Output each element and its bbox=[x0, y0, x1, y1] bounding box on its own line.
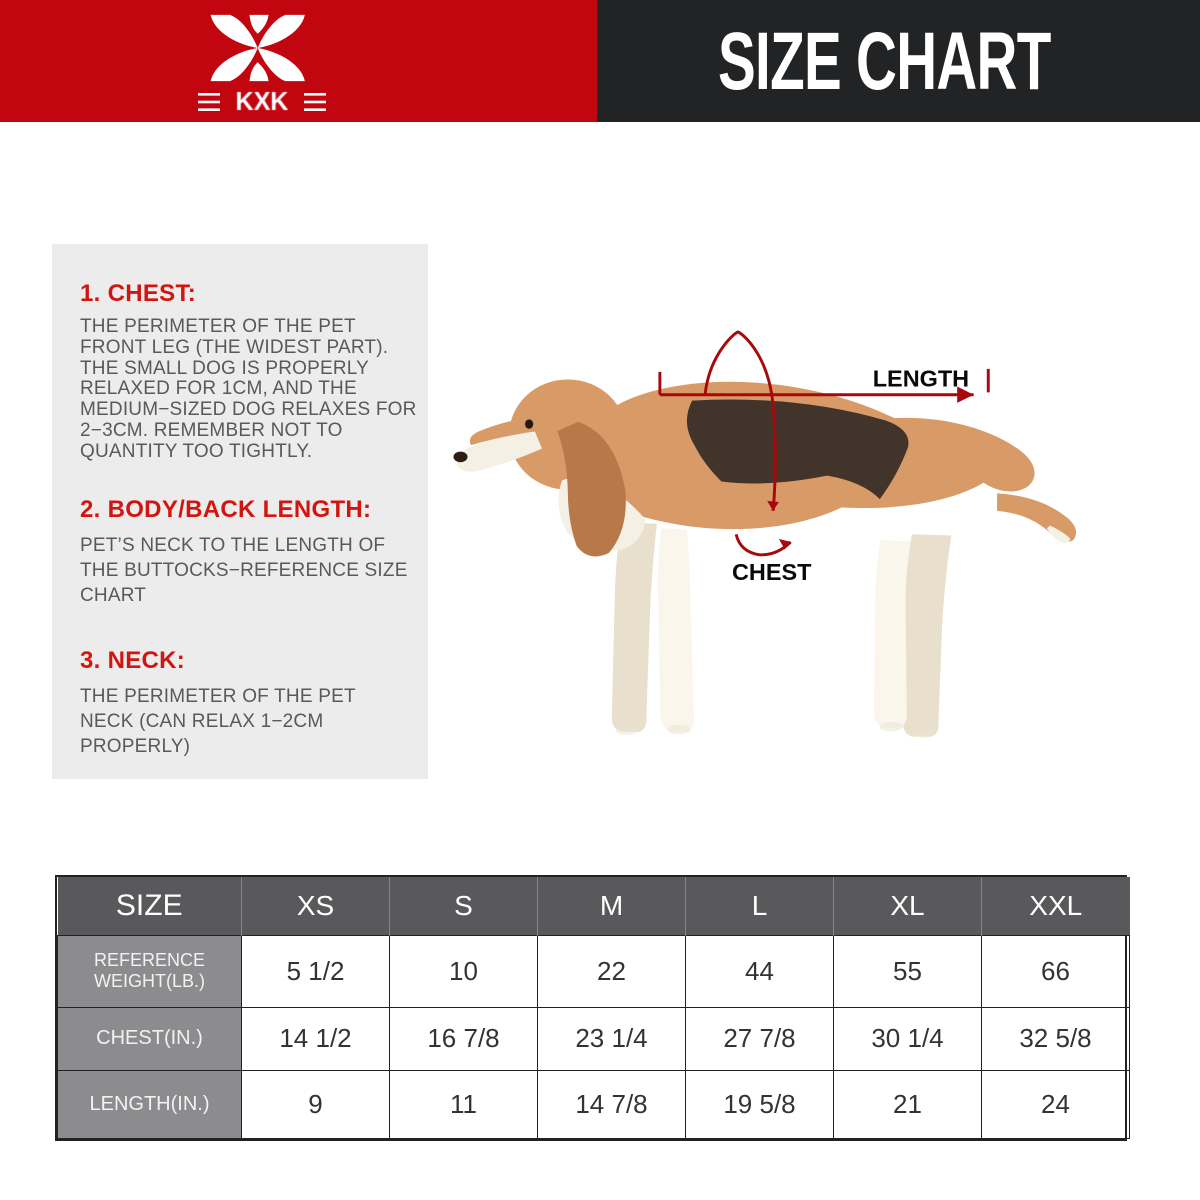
svg-text:CHEST: CHEST bbox=[732, 559, 812, 585]
svg-text:LENGTH: LENGTH bbox=[873, 366, 969, 392]
